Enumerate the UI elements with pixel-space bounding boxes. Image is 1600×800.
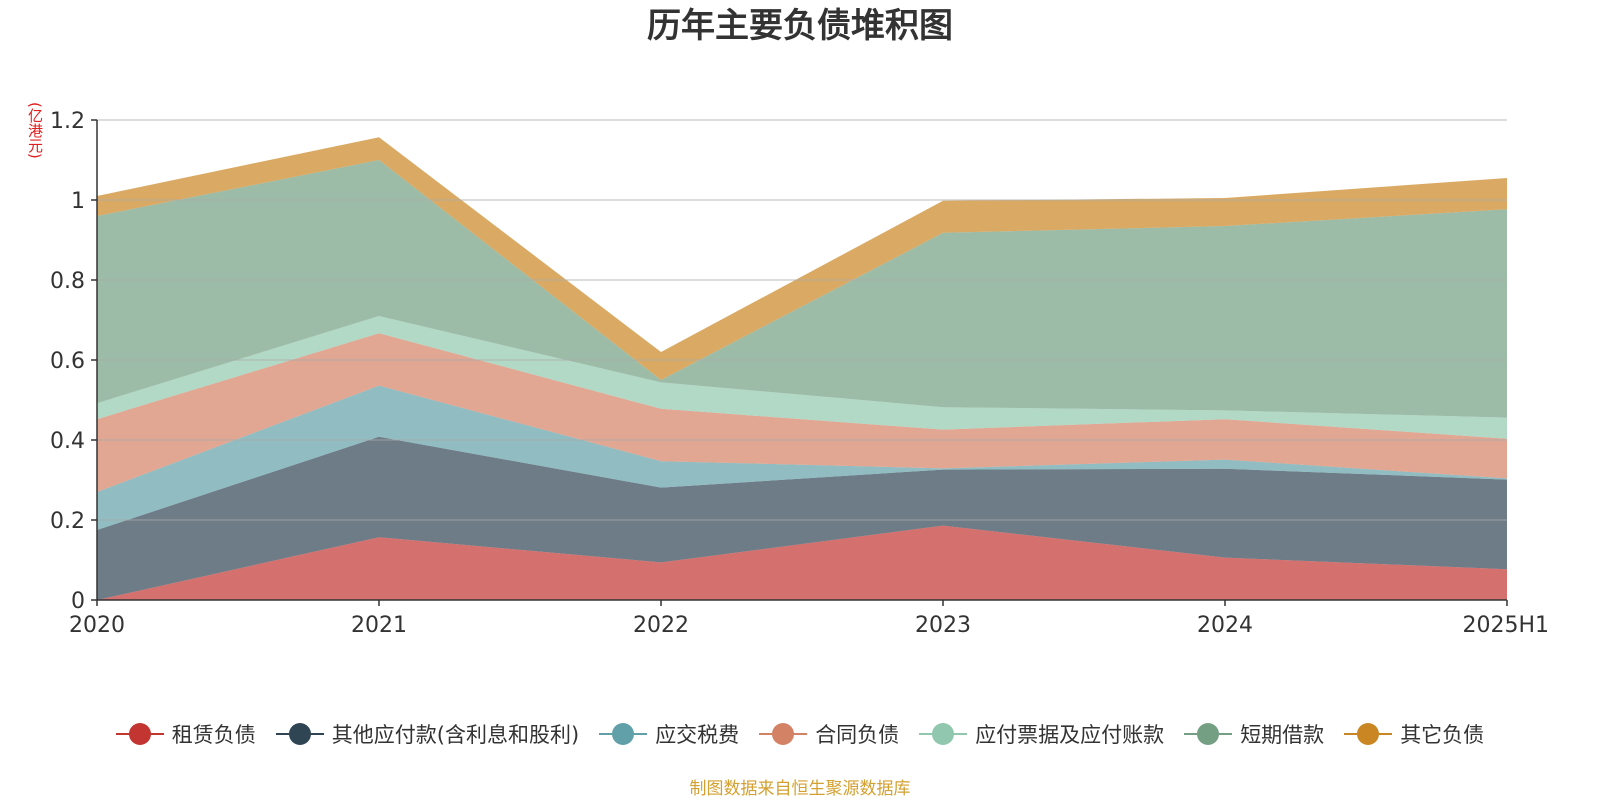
legend-marker-icon xyxy=(275,722,324,746)
legend-marker-icon xyxy=(1184,722,1233,746)
x-tick-label-3: 2023 xyxy=(915,613,971,638)
area-series-0 xyxy=(97,525,1507,600)
legend-marker-icon xyxy=(599,722,648,746)
legend-label: 合同负债 xyxy=(815,723,900,747)
y-tick-label-0: 0 xyxy=(71,589,85,614)
legend-marker-icon xyxy=(759,722,808,746)
area-series-4 xyxy=(97,316,1507,439)
x-tick-label-5: 2025H1 xyxy=(1462,613,1549,638)
legend-label: 应交税费 xyxy=(655,723,740,747)
chart-title: 历年主要负债堆积图 xyxy=(647,6,953,46)
area-series-6 xyxy=(97,137,1507,380)
legend-label: 短期借款 xyxy=(1240,723,1325,747)
legend-item-2[interactable]: 应交税费 xyxy=(599,719,739,749)
y-tick-label-5: 1 xyxy=(71,189,85,214)
legend-item-6[interactable]: 其它负债 xyxy=(1344,719,1484,749)
legend-item-3[interactable]: 合同负债 xyxy=(759,719,899,749)
legend-marker-icon xyxy=(115,722,164,746)
y-tick-label-2: 0.4 xyxy=(50,429,85,454)
legend-label: 其他应付款(含利息和股利) xyxy=(331,723,580,747)
legend-label: 应付票据及应付账款 xyxy=(975,723,1165,747)
y-tick-label-6: 1.2 xyxy=(50,109,85,134)
legend-label: 租赁负债 xyxy=(171,723,256,747)
area-series-5 xyxy=(97,160,1507,418)
area-series-3 xyxy=(97,333,1507,492)
chart-legend: 租赁负债 其他应付款(含利息和股利) 应交税费 合同负债 应付票据及应付账款 短期借款 其它… xyxy=(0,716,1600,752)
legend-marker-icon xyxy=(1344,722,1393,746)
legend-item-1[interactable]: 其他应付款(含利息和股利) xyxy=(275,719,580,749)
y-tick-label-1: 0.2 xyxy=(50,509,85,534)
legend-dot-icon xyxy=(1197,723,1220,745)
legend-label: 其它负债 xyxy=(1400,723,1485,747)
legend-dot-icon xyxy=(772,723,795,745)
legend-dot-icon xyxy=(932,723,955,745)
source-note: 制图数据来自恒生聚源数据库 xyxy=(689,779,911,799)
area-series-2 xyxy=(97,385,1507,530)
area-series-1 xyxy=(97,436,1507,600)
x-tick-label-0: 2020 xyxy=(69,613,125,638)
legend-item-0[interactable]: 租赁负债 xyxy=(115,719,256,749)
x-tick-label-2: 2022 xyxy=(633,613,689,638)
y-tick-label-4: 0.8 xyxy=(50,269,85,294)
x-tick-label-1: 2021 xyxy=(351,613,407,638)
legend-dot-icon xyxy=(612,723,635,745)
legend-dot-icon xyxy=(128,723,151,745)
legend-dot-icon xyxy=(288,723,311,745)
legend-marker-icon xyxy=(919,722,968,746)
legend-item-5[interactable]: 短期借款 xyxy=(1184,719,1324,749)
y-tick-label-3: 0.6 xyxy=(50,349,85,374)
legend-item-4[interactable]: 应付票据及应付账款 xyxy=(919,719,1164,749)
legend-dot-icon xyxy=(1357,723,1380,745)
y-axis-unit-label: (亿港元) xyxy=(26,102,44,159)
x-tick-label-4: 2024 xyxy=(1197,613,1253,638)
